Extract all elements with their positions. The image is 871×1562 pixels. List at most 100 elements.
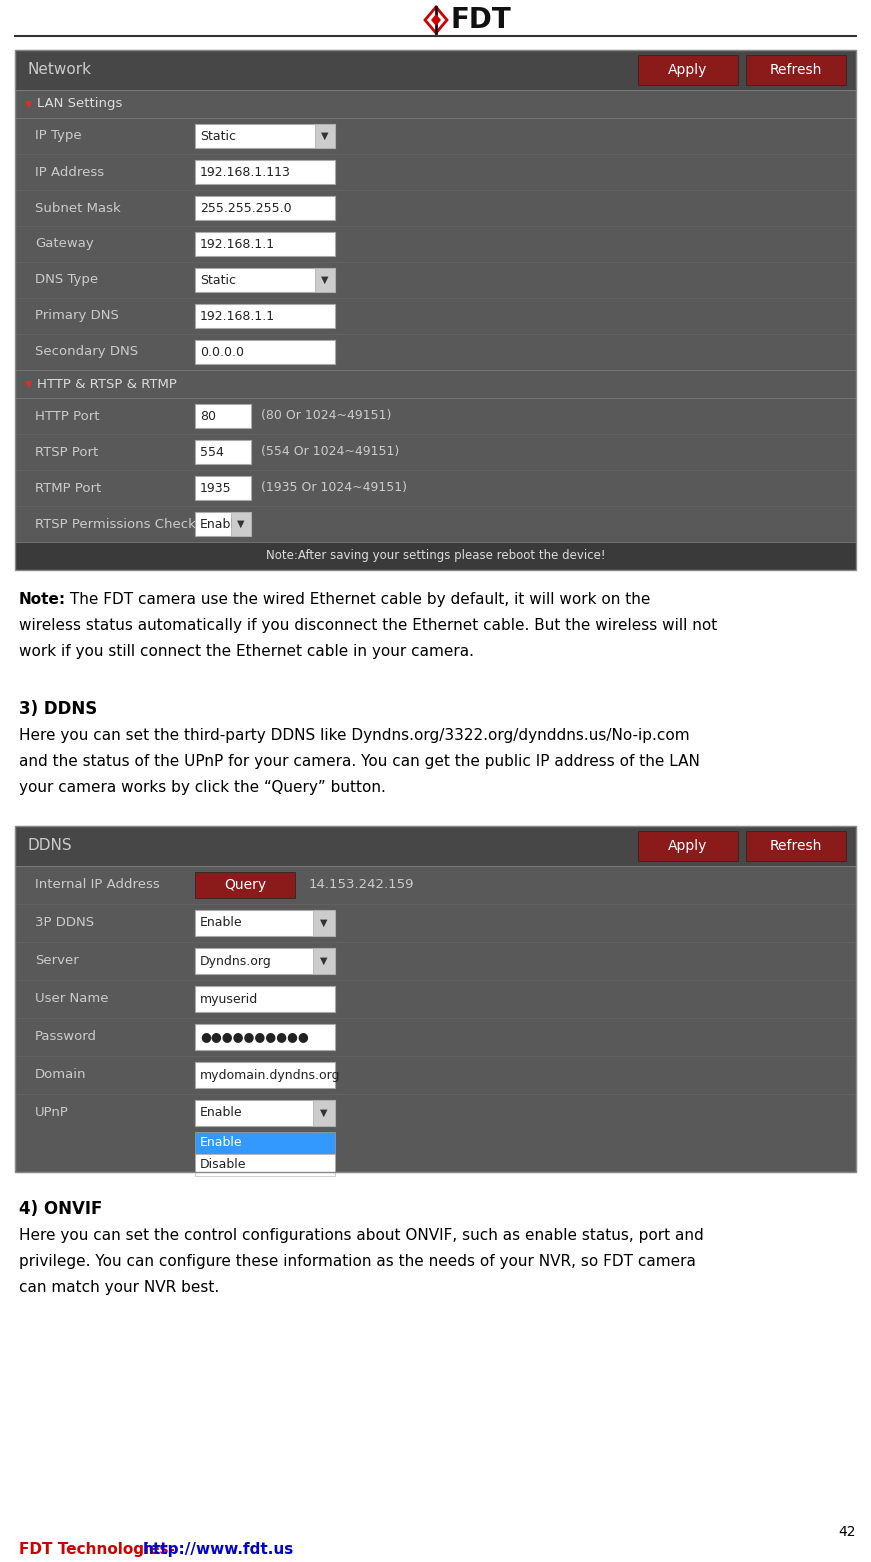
Text: 0.0.0.0: 0.0.0.0 [200,345,244,359]
Bar [195,872,295,898]
Bar [195,405,251,428]
Bar [15,91,856,119]
Bar [15,119,856,370]
Bar [195,1100,335,1126]
Text: Static: Static [200,273,236,286]
Text: Network: Network [27,62,91,78]
Bar [195,269,335,292]
Bar [15,50,856,570]
Bar [638,831,738,861]
Text: RTMP Port: RTMP Port [35,481,101,495]
Text: (80 Or 1024~49151): (80 Or 1024~49151) [261,409,391,422]
Text: 255.255.255.0: 255.255.255.0 [200,201,292,214]
Text: and the status of the UPnP for your camera. You can get the public IP address of: and the status of the UPnP for your came… [19,754,700,769]
Text: Apply: Apply [668,62,707,77]
Text: Enable: Enable [200,1137,243,1150]
Text: Apply: Apply [668,839,707,853]
Text: RTSP Permissions Check: RTSP Permissions Check [35,517,196,531]
Text: ▼: ▼ [237,519,245,530]
Bar [15,50,856,91]
Bar [195,159,335,184]
Text: Disable: Disable [200,1159,246,1172]
Text: 1935: 1935 [200,481,232,495]
Text: ▼: ▼ [321,131,328,141]
Text: Query: Query [224,878,266,892]
Text: User Name: User Name [35,992,109,1006]
Text: HTTP & RTSP & RTMP: HTTP & RTSP & RTMP [37,378,177,390]
Text: Domain: Domain [35,1068,86,1081]
Text: LAN Settings: LAN Settings [37,97,122,111]
Text: Enable: Enable [200,517,243,531]
Text: 3P DDNS: 3P DDNS [35,917,94,929]
Text: Internal IP Address: Internal IP Address [35,878,159,892]
Bar [15,826,856,865]
Text: Dyndns.org: Dyndns.org [200,954,272,967]
Bar [195,233,335,256]
Bar [195,948,335,975]
Text: privilege. You can configure these information as the needs of your NVR, so FDT : privilege. You can configure these infor… [19,1254,696,1268]
Text: The FDT camera use the wired Ethernet cable by default, it will work on the: The FDT camera use the wired Ethernet ca… [65,592,651,608]
Text: wireless status automatically if you disconnect the Ethernet cable. But the wire: wireless status automatically if you dis… [19,619,717,633]
Bar [15,865,856,1172]
Bar [195,476,251,500]
Text: (554 Or 1024~49151): (554 Or 1024~49151) [261,445,399,459]
Text: mydomain.dyndns.org: mydomain.dyndns.org [200,1068,341,1081]
Text: Refresh: Refresh [770,839,822,853]
Text: Note:: Note: [19,592,66,608]
Text: can match your NVR best.: can match your NVR best. [19,1279,219,1295]
Text: Here you can set the control configurations about ONVIF, such as enable status, : Here you can set the control configurati… [19,1228,704,1243]
Text: Static: Static [200,130,236,142]
Bar [195,341,335,364]
Bar [315,269,335,292]
Text: Enable: Enable [200,917,243,929]
Text: ▼: ▼ [321,918,327,928]
Text: DNS Type: DNS Type [35,273,98,286]
Bar [195,1062,335,1089]
Text: IP Address: IP Address [35,166,105,178]
Bar [195,440,251,464]
Text: myuserid: myuserid [200,992,258,1006]
Text: 554: 554 [200,445,224,459]
Text: ▼: ▼ [321,1107,327,1118]
Bar [195,1154,335,1176]
Bar [313,948,335,975]
Text: Password: Password [35,1031,97,1043]
Text: HTTP Port: HTTP Port [35,409,99,422]
Bar [313,911,335,936]
Bar [15,826,856,1172]
Bar [15,542,856,570]
Text: FDT Technologies-: FDT Technologies- [19,1542,175,1557]
Text: UPnP: UPnP [35,1106,69,1120]
Text: 80: 80 [200,409,216,422]
Text: http://www.fdt.us: http://www.fdt.us [143,1542,294,1557]
Text: Gateway: Gateway [35,237,94,250]
Bar [15,398,856,542]
Text: FDT: FDT [450,6,510,34]
Text: 3) DDNS: 3) DDNS [19,700,98,719]
Bar [231,512,251,536]
Bar [315,123,335,148]
Bar [638,55,738,84]
Bar [313,1100,335,1126]
Text: Note:After saving your settings please reboot the device!: Note:After saving your settings please r… [266,550,605,562]
Text: DDNS: DDNS [27,839,71,853]
Text: 14.153.242.159: 14.153.242.159 [309,878,415,892]
Bar [195,911,335,936]
Text: IP Type: IP Type [35,130,82,142]
Text: 192.168.1.1: 192.168.1.1 [200,237,275,250]
Polygon shape [431,14,441,27]
Text: 4) ONVIF: 4) ONVIF [19,1200,103,1218]
Bar [195,305,335,328]
Bar [746,55,846,84]
Text: your camera works by click the “Query” button.: your camera works by click the “Query” b… [19,779,386,795]
Text: Server: Server [35,954,78,967]
Text: (1935 Or 1024~49151): (1935 Or 1024~49151) [261,481,407,495]
Bar [195,512,251,536]
Text: Enable: Enable [200,1106,243,1120]
Bar [195,123,335,148]
Text: ●●●●●●●●●●: ●●●●●●●●●● [200,1031,308,1043]
Text: Here you can set the third-party DDNS like Dyndns.org/3322.org/dynddns.us/No-ip.: Here you can set the third-party DDNS li… [19,728,690,744]
Bar [195,1025,335,1050]
Text: work if you still connect the Ethernet cable in your camera.: work if you still connect the Ethernet c… [19,644,474,659]
Bar [195,1132,335,1154]
